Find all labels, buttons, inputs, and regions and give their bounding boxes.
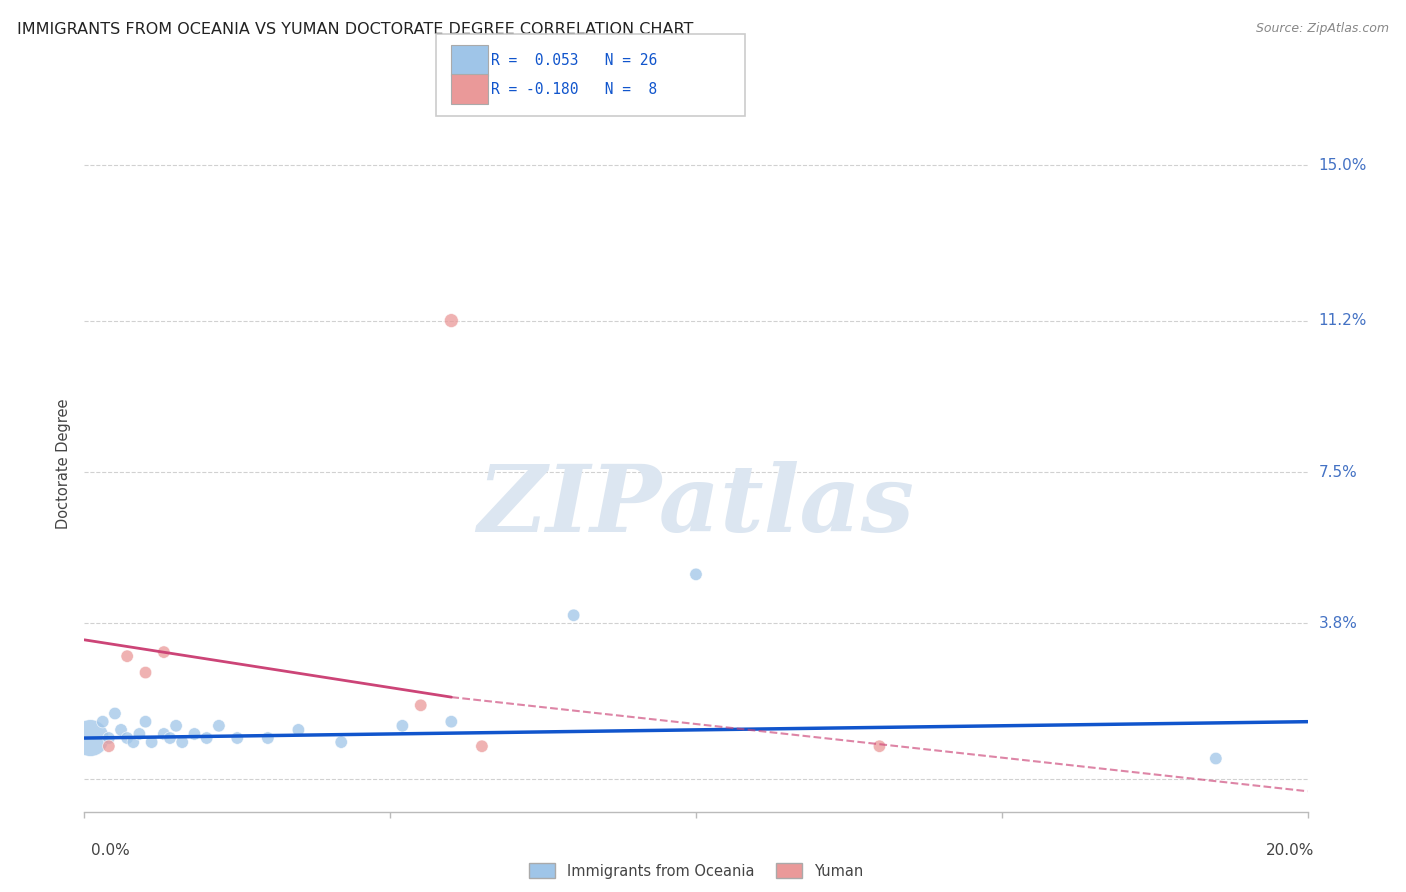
Text: 0.0%: 0.0%: [91, 843, 131, 858]
Point: [110, 723, 132, 737]
Point: [195, 731, 218, 745]
Point: [159, 731, 181, 745]
Text: 11.2%: 11.2%: [1319, 313, 1367, 328]
Point: [257, 731, 280, 745]
Text: R =  0.053   N = 26: R = 0.053 N = 26: [491, 54, 657, 68]
Point: [115, 731, 138, 745]
Point: [869, 739, 891, 754]
Legend: Immigrants from Oceania, Yuman: Immigrants from Oceania, Yuman: [523, 857, 869, 885]
Text: 20.0%: 20.0%: [1267, 843, 1315, 858]
Point: [97, 731, 120, 745]
Text: Source: ZipAtlas.com: Source: ZipAtlas.com: [1256, 22, 1389, 36]
Point: [91, 714, 114, 729]
Text: IMMIGRANTS FROM OCEANIA VS YUMAN DOCTORATE DEGREE CORRELATION CHART: IMMIGRANTS FROM OCEANIA VS YUMAN DOCTORA…: [17, 22, 693, 37]
Point: [1205, 751, 1227, 765]
Point: [409, 698, 432, 713]
Text: 3.8%: 3.8%: [1319, 616, 1358, 631]
Point: [226, 731, 249, 745]
Point: [330, 735, 353, 749]
Point: [471, 739, 494, 754]
Point: [391, 719, 413, 733]
Point: [172, 735, 194, 749]
Point: [97, 739, 120, 754]
Point: [135, 665, 157, 680]
Point: [183, 727, 205, 741]
Point: [165, 719, 187, 733]
Point: [440, 313, 463, 327]
Text: 15.0%: 15.0%: [1319, 158, 1367, 172]
Point: [153, 645, 176, 659]
Point: [141, 735, 163, 749]
Text: R = -0.180   N =  8: R = -0.180 N = 8: [491, 82, 657, 96]
Point: [128, 727, 150, 741]
Y-axis label: Doctorate Degree: Doctorate Degree: [56, 399, 72, 529]
Point: [79, 731, 101, 745]
Text: 7.5%: 7.5%: [1319, 465, 1357, 480]
Point: [440, 714, 463, 729]
Point: [135, 714, 157, 729]
Point: [115, 649, 138, 664]
Point: [562, 608, 585, 623]
Point: [685, 567, 707, 582]
Point: [122, 735, 145, 749]
Point: [153, 727, 176, 741]
Text: ZIPatlas: ZIPatlas: [478, 460, 914, 550]
Point: [208, 719, 231, 733]
Point: [104, 706, 127, 721]
Point: [287, 723, 309, 737]
